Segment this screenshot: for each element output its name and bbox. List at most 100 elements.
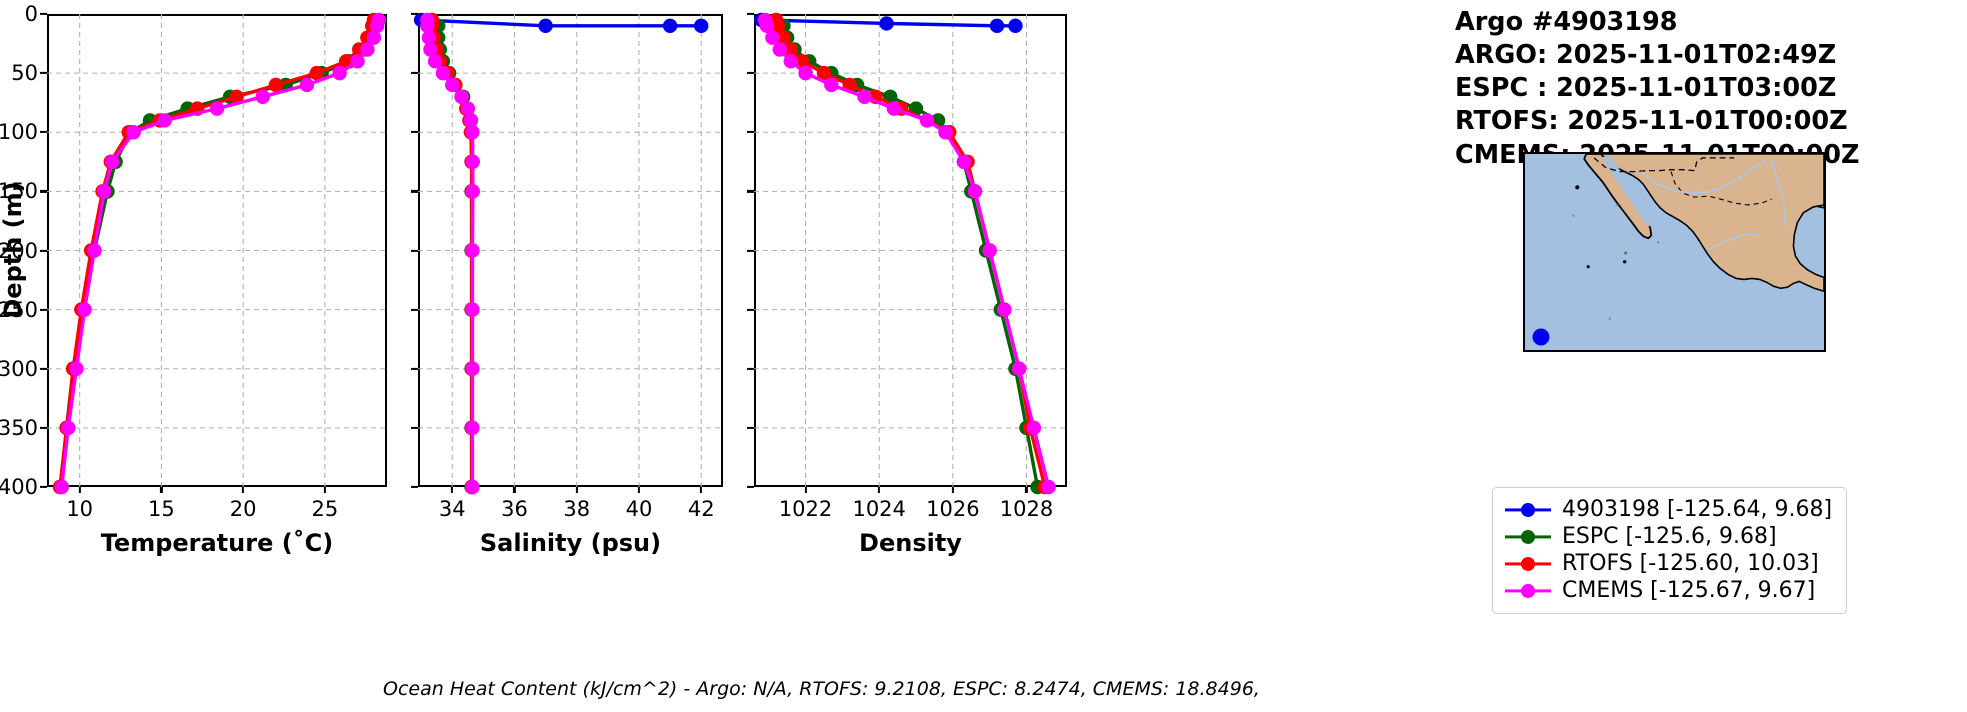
panel-temperature: Temperature (˚C) 10 15 20 25 0 50 100 150 200 250… xyxy=(0,2,387,557)
series-marker-cmems xyxy=(463,113,479,128)
map-lon-minor-tick xyxy=(1639,350,1641,352)
series-line-cmems xyxy=(763,18,1051,489)
xtick-mark xyxy=(242,487,245,493)
series-marker-cmems xyxy=(997,302,1012,317)
series-line-4903198 xyxy=(419,18,703,28)
map-lat-minor-tick xyxy=(1523,157,1525,159)
panel-temperature-plot xyxy=(47,12,387,495)
map-lon-minor-tick xyxy=(1580,152,1582,154)
border-usa-mexico xyxy=(1593,157,1735,173)
xtick-label: 40 xyxy=(625,497,653,521)
series-marker-cmems xyxy=(798,65,813,81)
island-dot-6 xyxy=(1608,317,1612,320)
xtick-label: 1028 xyxy=(999,497,1054,521)
ytick-mark xyxy=(40,426,47,429)
series-marker-cmems xyxy=(886,101,902,116)
ytick-mark xyxy=(411,72,418,75)
series-marker-cmems xyxy=(938,125,953,140)
map-lat-minor-tick xyxy=(1523,272,1525,274)
series-marker-4903198 xyxy=(1008,18,1023,34)
map-lat-minor-tick xyxy=(1824,211,1826,213)
series-marker-cmems xyxy=(350,54,365,69)
legend-swatch-espc xyxy=(1505,527,1551,547)
series-marker-cmems xyxy=(366,30,382,45)
legend-marker-icon xyxy=(1521,502,1535,517)
map-lat-minor-tick xyxy=(1824,326,1826,328)
map-lon-minor-tick xyxy=(1597,152,1599,154)
map-coastline xyxy=(1572,154,1824,320)
series-marker-4903198 xyxy=(989,18,1005,34)
legend-label: ESPC [-125.6, 9.68] xyxy=(1562,524,1777,549)
series-marker-cmems xyxy=(967,184,983,199)
series-marker-cmems xyxy=(299,77,315,93)
series-marker-rtofs xyxy=(776,30,791,45)
map-lon-tick xyxy=(1801,152,1803,154)
ytick-mark xyxy=(40,131,47,134)
series-marker-cmems xyxy=(824,77,839,93)
series-marker-cmems xyxy=(87,243,102,258)
map-lon-minor-tick xyxy=(1614,152,1616,154)
map-lat-tick-right xyxy=(1824,219,1826,221)
legend-item-rtofs[interactable]: RTOFS [-125.60, 10.03] xyxy=(1505,550,1832,577)
map-lon-minor-tick xyxy=(1793,152,1795,154)
map-lat-minor-tick xyxy=(1824,272,1826,274)
map-lat-minor-tick xyxy=(1523,203,1525,205)
island-dot-8 xyxy=(1657,241,1660,244)
map-lon-minor-tick xyxy=(1793,350,1795,352)
xtick-mark xyxy=(951,487,954,493)
island-dot-5 xyxy=(1572,214,1575,217)
panel-salinity-xlabel: Salinity (psu) xyxy=(479,529,662,557)
series-marker-cmems xyxy=(255,89,270,104)
ytick-label: 150 xyxy=(0,179,38,204)
legend-marker-icon xyxy=(1521,556,1535,571)
map-lon-minor-tick xyxy=(1648,350,1650,352)
map-lon-tick xyxy=(1801,350,1803,352)
map-lat-minor-tick xyxy=(1523,226,1525,228)
series-marker-cmems xyxy=(765,30,780,45)
map-lat-tick xyxy=(1523,257,1525,259)
map-lon-minor-tick xyxy=(1622,350,1624,352)
map-lon-minor-tick xyxy=(1597,350,1599,352)
xtick-mark xyxy=(451,487,454,493)
map-lon-minor-tick xyxy=(1665,152,1667,154)
ytick-mark xyxy=(40,485,47,489)
map-lon-minor-tick xyxy=(1691,350,1693,352)
series-marker-cmems xyxy=(435,65,451,81)
map-lat-minor-tick xyxy=(1824,349,1826,351)
map-lat-minor-tick xyxy=(1523,165,1525,167)
xtick-mark xyxy=(637,487,641,493)
ytick-label: 0 xyxy=(24,2,38,26)
legend-item-cmems[interactable]: CMEMS [-125.67, 9.67] xyxy=(1505,577,1832,604)
argo-float-marker[interactable] xyxy=(1532,328,1550,346)
map-lat-minor-tick xyxy=(1824,288,1826,290)
map-lon-minor-tick xyxy=(1537,152,1539,154)
map-lat-tick xyxy=(1523,180,1525,182)
map-lon-minor-tick xyxy=(1750,350,1752,352)
series-marker-cmems xyxy=(772,42,787,57)
ytick-mark xyxy=(747,249,754,252)
ytick-mark xyxy=(411,249,418,252)
ytick-mark xyxy=(747,72,754,75)
series-marker-4903198 xyxy=(538,18,553,34)
ytick-label: 100 xyxy=(0,120,38,145)
series-marker-rtofs xyxy=(816,65,832,81)
map-lat-minor-tick xyxy=(1523,280,1525,282)
map-lat-minor-tick xyxy=(1523,188,1525,190)
legend-item-argo[interactable]: 4903198 [-125.64, 9.68] xyxy=(1505,496,1832,523)
legend-item-espc[interactable]: ESPC [-125.6, 9.68] xyxy=(1505,523,1832,550)
map-lon-minor-tick xyxy=(1554,152,1556,154)
map-lon-minor-tick xyxy=(1528,350,1530,352)
map-lat-minor-tick xyxy=(1523,319,1525,321)
map-lon-minor-tick xyxy=(1742,350,1744,352)
island-dot-1 xyxy=(1575,185,1580,190)
map-lat-minor-tick xyxy=(1824,172,1826,174)
legend-label: CMEMS [-125.67, 9.67] xyxy=(1562,578,1816,603)
map-lat-minor-tick xyxy=(1824,165,1826,167)
info-line-rtofs-time: RTOFS: 2025-11-01T00:00Z xyxy=(1455,106,1848,137)
ytick-mark xyxy=(40,72,47,75)
map-lat-tick-right xyxy=(1824,296,1826,298)
series-marker-cmems xyxy=(445,77,460,93)
legend-swatch-rtofs xyxy=(1505,554,1551,574)
series-line-espc xyxy=(781,24,1040,489)
